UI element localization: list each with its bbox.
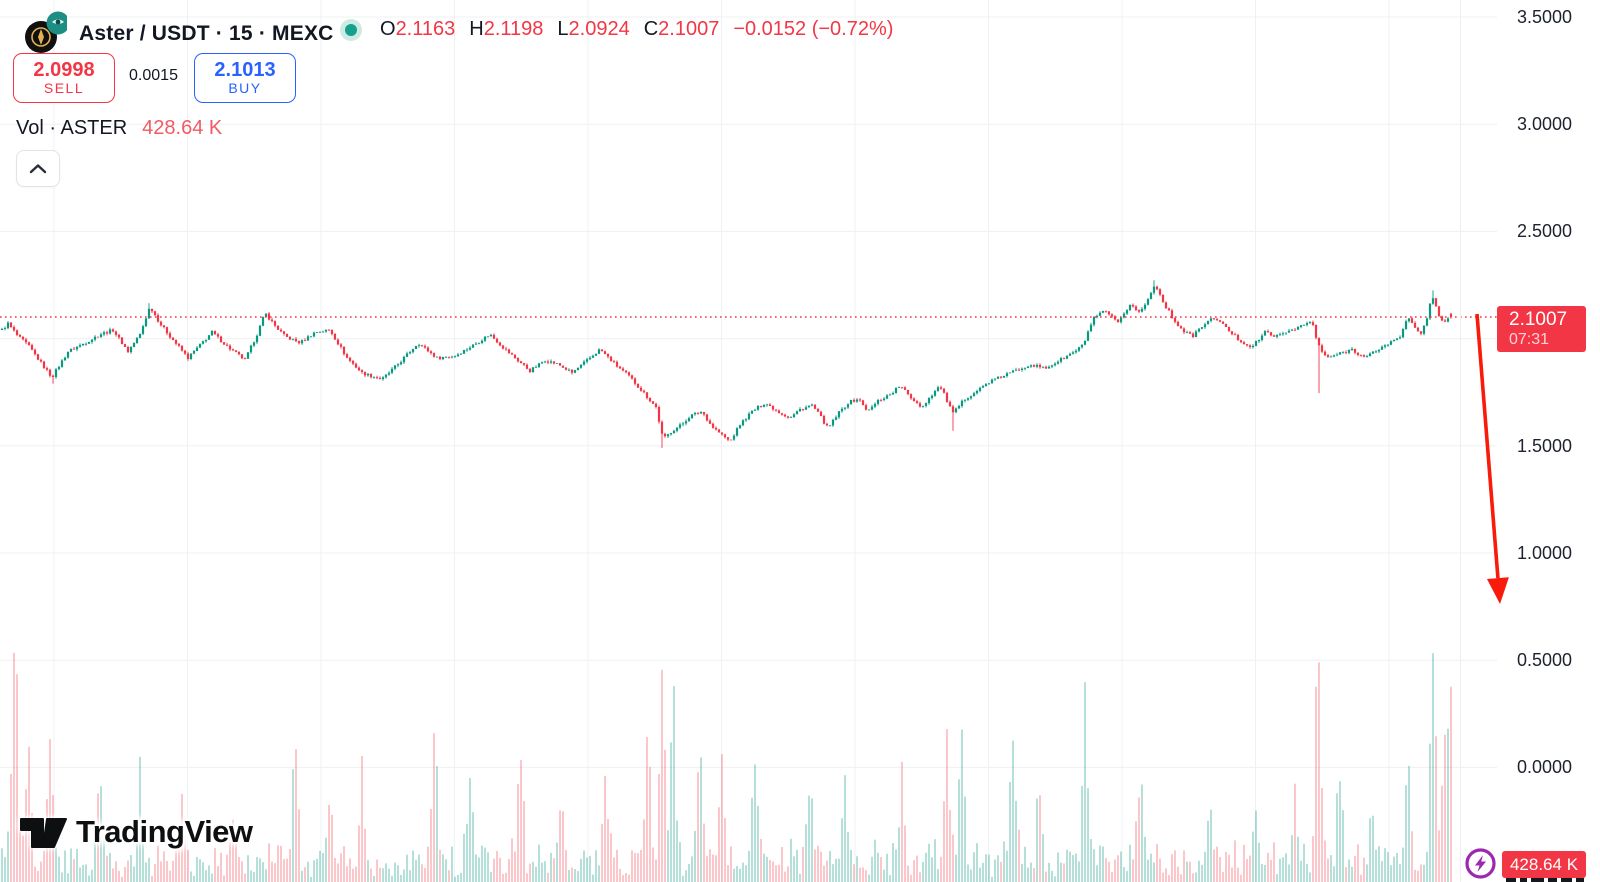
ohlc-change: −0.0152 (−0.72%) bbox=[733, 18, 894, 40]
ohlc-open: O2.1163 bbox=[380, 18, 456, 40]
sell-label: SELL bbox=[43, 80, 85, 97]
price-axis-tick: 3.0000 bbox=[1516, 114, 1572, 135]
symbol-header[interactable]: Aster / USDT · 15 · MEXC bbox=[13, 8, 334, 54]
ohlc-close: C2.1007 bbox=[643, 18, 720, 40]
ohlc-high: H2.1198 bbox=[469, 18, 544, 40]
volume-bars bbox=[1, 652, 1452, 882]
spread-value: 0.0015 bbox=[129, 67, 178, 84]
tradingview-wordmark: TradingView bbox=[76, 814, 253, 849]
sell-price: 2.0998 bbox=[33, 59, 95, 82]
market-status-icon bbox=[340, 18, 362, 41]
volume-indicator-value: 428.64 K bbox=[142, 117, 223, 139]
flash-icon bbox=[1464, 847, 1497, 880]
price-axis-separator bbox=[1460, 0, 1461, 882]
price-axis-tick: 0.0000 bbox=[1516, 757, 1572, 778]
ohlc-low: L2.0924 bbox=[557, 18, 630, 40]
current-price-axis-label: 2.1007 07:31 bbox=[1497, 306, 1586, 352]
price-axis-tick: 2.5000 bbox=[1516, 221, 1572, 242]
current-price-value: 2.1007 bbox=[1509, 308, 1568, 330]
price-axis-tick: 1.0000 bbox=[1516, 543, 1572, 563]
tradingview-watermark[interactable]: TradingView bbox=[20, 812, 253, 852]
volume-indicator-row: Vol · ASTER 428.64 K bbox=[16, 117, 222, 140]
price-axis-tick: 0.5000 bbox=[1516, 650, 1572, 671]
price-axis[interactable]: 3.5000 3.0000 2.5000 1.5000 1.0000 0.5000 0.00… bbox=[1460, 0, 1600, 882]
collapse-header-button[interactable] bbox=[16, 150, 60, 187]
price-axis-tick: 3.5000 bbox=[1516, 7, 1572, 27]
buy-label: BUY bbox=[228, 80, 262, 97]
ohlc-readout: O2.1163 H2.1198 L2.0924 C2.1007 −0.0152 … bbox=[340, 18, 893, 41]
buy-button[interactable]: 2.1013 BUY bbox=[194, 53, 296, 103]
symbol-title[interactable]: Aster / USDT · 15 · MEXC bbox=[79, 22, 334, 45]
bar-countdown: 07:31 bbox=[1509, 330, 1550, 348]
candles bbox=[0, 280, 1453, 448]
chevron-up-icon bbox=[29, 163, 47, 173]
aster-usdt-pair-icon bbox=[13, 8, 70, 54]
annotation-arrow bbox=[1475, 313, 1509, 604]
sell-button[interactable]: 2.0998 SELL bbox=[13, 53, 115, 103]
volume-indicator-title: Vol · ASTER bbox=[16, 117, 128, 139]
clipped-time-label bbox=[1506, 878, 1584, 882]
buy-price: 2.1013 bbox=[214, 59, 276, 82]
price-axis-tick: 1.5000 bbox=[1516, 435, 1572, 456]
tradingview-logo-icon bbox=[20, 818, 67, 848]
grid-lines bbox=[0, 0, 1497, 882]
volume-axis-label: 428.64 K bbox=[1502, 851, 1586, 878]
